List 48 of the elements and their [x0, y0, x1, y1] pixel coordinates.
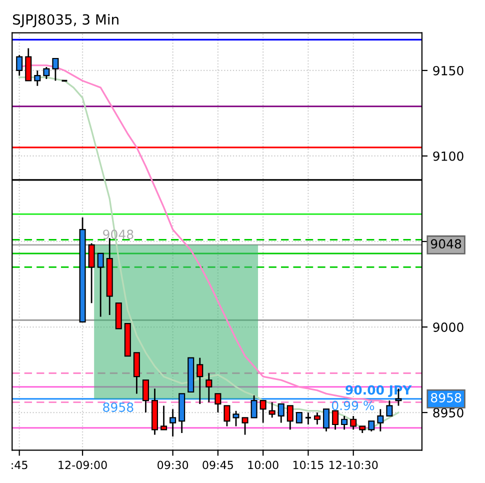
candlestick [34, 70, 41, 87]
candlestick [278, 403, 284, 424]
y-tick-label: 9100 [433, 151, 464, 161]
candlestick [214, 393, 222, 414]
candlestick [242, 416, 248, 436]
candlestick [160, 404, 168, 430]
ref-line-label: 8958 [430, 393, 462, 402]
candlestick [170, 408, 176, 438]
candlestick [386, 400, 393, 417]
candlestick [232, 410, 240, 427]
y-tick-label: 9150 [433, 66, 464, 76]
candlestick [88, 242, 95, 304]
candlestick [25, 48, 32, 82]
annotation: 0.99 % [332, 400, 374, 410]
candlestick [16, 54, 23, 76]
candlestick [97, 252, 104, 318]
candlestick [268, 402, 276, 418]
x-tick-label: 10:00 [248, 460, 278, 470]
y-tick-label: 9000 [433, 322, 464, 332]
candlestick [296, 412, 302, 424]
candlestick [52, 58, 59, 82]
x-tick-label: 12-09:00 [58, 460, 107, 470]
candlestick [206, 372, 212, 403]
candlestick [224, 404, 230, 427]
y-tick-label: 8950 [433, 408, 464, 418]
candlestick [341, 415, 348, 430]
candlestick [260, 400, 266, 424]
chart-title: SJPJ8035, 3 Min [13, 14, 118, 28]
ref-line-label: 9048 [430, 239, 462, 249]
candlestick [314, 412, 320, 426]
candlestick [368, 420, 375, 432]
candlestick [350, 415, 357, 430]
annotation: 8958 [103, 402, 134, 412]
candlestick [196, 357, 204, 405]
candlestick [250, 394, 258, 418]
x-tick-label: 12-10:30 [329, 460, 378, 470]
candlestick [133, 352, 140, 394]
x-tick-label: 10:15 [293, 460, 324, 470]
candlestick [332, 410, 339, 430]
candlestick [304, 412, 312, 426]
candlestick [43, 66, 50, 80]
candlestick [323, 408, 330, 432]
candlestick [286, 404, 294, 430]
candlestick [142, 379, 149, 414]
candlestick [377, 408, 384, 432]
x-tick-label: :45 [12, 460, 28, 470]
x-tick-label: 09:45 [202, 460, 233, 470]
x-tick-label: 09:30 [158, 460, 188, 470]
